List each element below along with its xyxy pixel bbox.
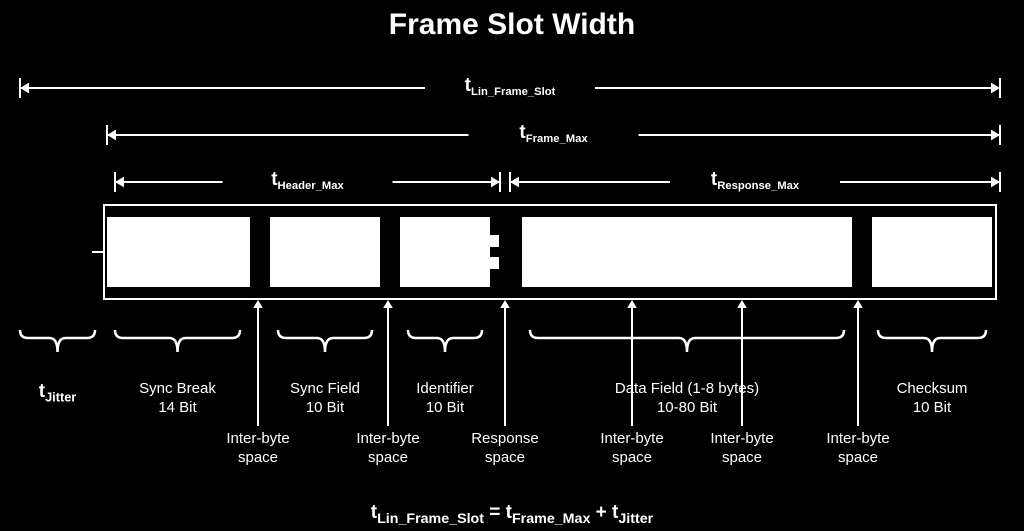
gap-g4: Inter-bytespace <box>577 430 687 468</box>
gap-g1: Inter-bytespace <box>203 430 313 468</box>
gap-g5: Inter-bytespace <box>687 430 797 468</box>
gap-g2: Inter-bytespace <box>333 430 443 468</box>
gap-g3: Responsespace <box>450 430 560 468</box>
equation: tLin_Frame_Slot = tFrame_Max + tJitter <box>0 502 1024 527</box>
label-checksum: Checksum10 Bit <box>842 380 1022 418</box>
label-data: Data Field (1-8 bytes)10-80 Bit <box>597 380 777 418</box>
label-identifier: Identifier10 Bit <box>355 380 535 418</box>
gap-g6: Inter-bytespace <box>803 430 913 468</box>
